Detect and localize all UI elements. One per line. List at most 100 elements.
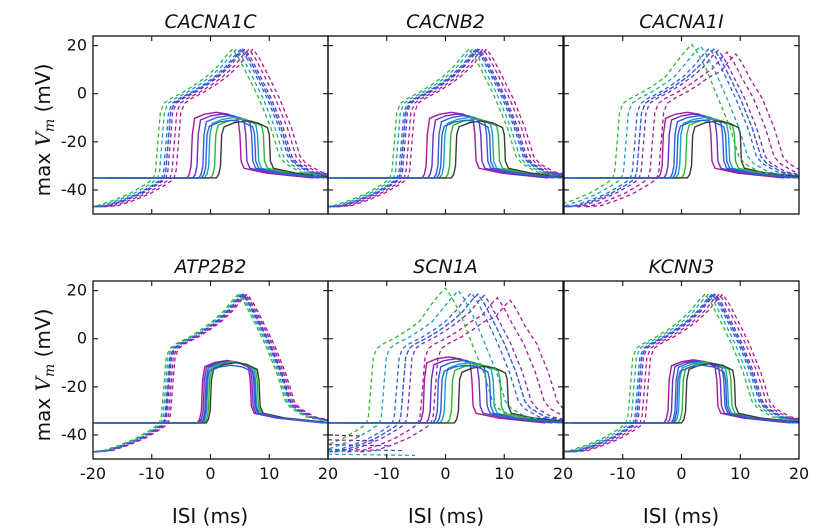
series-upper-1	[347, 296, 563, 453]
series-base	[93, 119, 328, 179]
series-upper-3	[328, 48, 562, 208]
series-lower-0	[564, 359, 791, 424]
xlabel-col3: ISI (ms)	[643, 504, 719, 528]
series-lower-5	[107, 120, 328, 179]
xtick-label: -10	[374, 464, 400, 483]
series-group	[93, 48, 328, 208]
series-lower-5	[97, 361, 328, 424]
series-lower-5	[342, 120, 563, 179]
series-upper-4	[564, 293, 794, 453]
series-base	[93, 364, 328, 424]
panel-cacnb2: CACNB2	[327, 11, 564, 215]
series-lower-5	[345, 365, 563, 424]
panel-cacna1c: CACNA1C 20 0 -20 -40	[61, 11, 329, 215]
series-group	[328, 48, 563, 208]
series-upper-0	[585, 52, 799, 208]
series-lower-1	[564, 113, 791, 179]
series-lower-4	[569, 361, 799, 424]
ylabel-bottom: max Vm (mV)	[31, 309, 58, 442]
series-upper-4	[564, 45, 786, 207]
series-lower-2	[328, 359, 560, 424]
series-lower-0	[93, 111, 314, 179]
series-upper-5	[93, 48, 318, 207]
ytick-label: 0	[77, 329, 87, 348]
panel-title: SCN1A	[413, 256, 478, 278]
series-lower-1	[328, 358, 553, 424]
panel-kcnn3: KCNN3 -10 0 10 20	[563, 256, 809, 483]
series-upper-1	[569, 293, 799, 453]
series-upper-2	[565, 293, 799, 453]
ytick-label: 0	[77, 84, 87, 103]
series-lower-4	[338, 363, 563, 424]
series-left-0	[328, 434, 364, 437]
series-upper-2	[334, 294, 563, 453]
xtick-label: 0	[676, 464, 686, 483]
panel-title: CACNA1I	[639, 11, 724, 33]
series-lower-1	[564, 359, 794, 424]
ylabel-top: max Vm (mV)	[31, 64, 58, 197]
xtick-label: -20	[80, 464, 106, 483]
xtick-label: 0	[205, 464, 215, 483]
series-lower-0	[564, 111, 785, 179]
panel-scn1a: SCN1A -10 0 10 20	[327, 256, 573, 483]
series-upper-2	[568, 49, 799, 208]
series-left-4	[328, 453, 415, 456]
series-group	[93, 293, 328, 453]
xtick-label: 20	[553, 464, 573, 483]
series-envelope	[564, 293, 799, 453]
series-lower-5	[578, 120, 799, 179]
panel-title: KCNN3	[649, 256, 715, 278]
series-upper-5	[564, 293, 791, 452]
series-envelope	[328, 48, 563, 208]
series-left-1	[328, 439, 377, 442]
series-envelope	[93, 293, 328, 453]
panel-title: ATP2B2	[173, 256, 247, 278]
panels: CACNA1C 20 0 -20 -40 CACNB2 CACNA1I ATP2B2 20 0 -2…	[61, 11, 809, 483]
series-upper-5	[564, 43, 778, 204]
series-envelope	[564, 48, 799, 208]
ytick-label: -40	[61, 180, 87, 199]
xtick-label: -10	[610, 464, 636, 483]
panel-atp2b2: ATP2B2 20 0 -20 -40 -20 -10 0 10 20	[61, 256, 338, 483]
series-base	[328, 119, 563, 179]
series-upper-4	[328, 48, 558, 208]
series-group	[564, 43, 799, 208]
series-lower-4	[101, 118, 328, 179]
series-upper-2	[95, 48, 328, 208]
series-upper-1	[333, 48, 563, 208]
series-base	[564, 119, 799, 179]
ytick-label: -20	[61, 377, 87, 396]
series-lower-0	[328, 356, 546, 424]
series-envelope	[328, 293, 563, 453]
series-lower-4	[336, 118, 563, 179]
series-upper-0	[572, 293, 799, 453]
series-upper-0	[336, 48, 563, 208]
series-upper-3	[93, 293, 328, 453]
xlabel-col2: ISI (ms)	[408, 504, 484, 528]
xtick-label: 0	[440, 464, 450, 483]
series-upper-4	[328, 289, 544, 450]
series-lower-4	[572, 118, 799, 179]
series-upper-1	[95, 293, 328, 453]
series-upper-5	[328, 287, 531, 446]
xtick-label: 10	[494, 464, 514, 483]
panel-title: CACNB2	[406, 11, 485, 33]
series-upper-1	[99, 48, 328, 208]
series-group	[328, 287, 563, 456]
series-lower-1	[93, 113, 320, 179]
series-upper-3	[564, 293, 798, 453]
series-base	[328, 364, 563, 424]
series-upper-4	[93, 293, 326, 453]
xtick-label: 10	[259, 464, 279, 483]
series-lower-0	[328, 111, 549, 179]
series-upper-2	[329, 48, 563, 208]
xtick-label: -10	[139, 464, 165, 483]
series-upper-0	[103, 48, 328, 208]
series-envelope	[93, 48, 328, 208]
ytick-label: -40	[61, 425, 87, 444]
series-upper-5	[93, 293, 324, 453]
series-upper-0	[97, 293, 328, 453]
series-upper-5	[328, 48, 555, 207]
ytick-label: 20	[67, 281, 87, 300]
